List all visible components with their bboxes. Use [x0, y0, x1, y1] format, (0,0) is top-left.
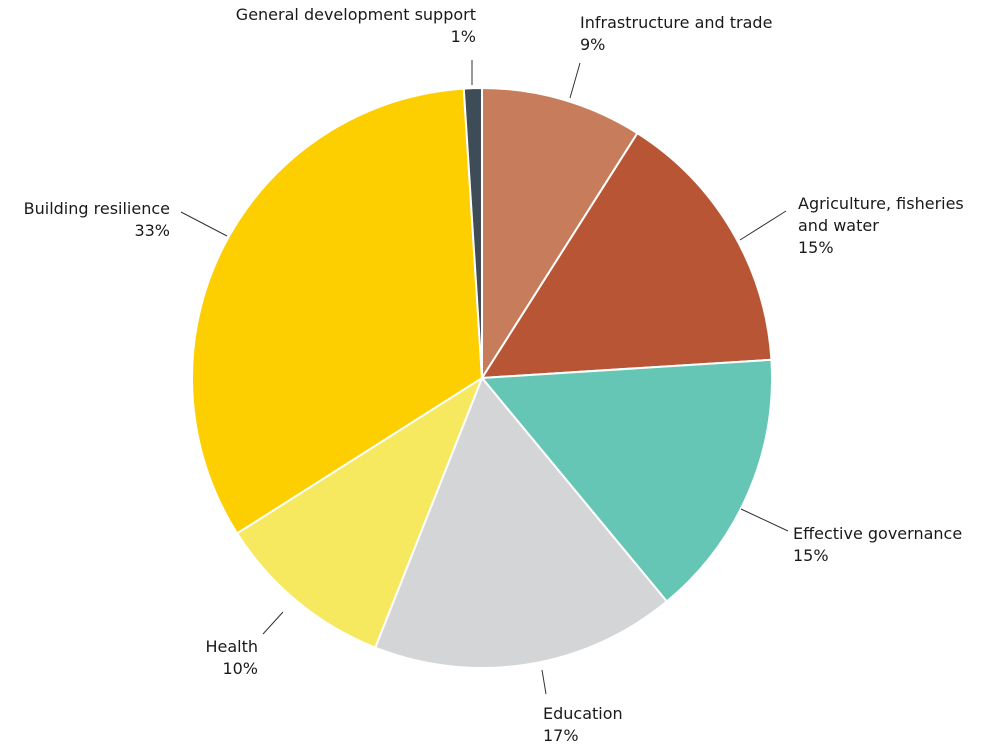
slice-label: Agriculture, fisheries and water 15%: [798, 194, 964, 257]
slice-percent: 10%: [222, 659, 258, 678]
slice-name: Building resilience: [24, 199, 170, 218]
slice-name: Infrastructure and trade: [580, 13, 772, 32]
slice-label: Building resilience 33%: [24, 199, 170, 240]
pie-slice: [481, 86, 639, 382]
leader-line: [541, 669, 547, 695]
pie-slice: [462, 86, 483, 379]
leader-line: [740, 508, 789, 532]
slice-percent: 15%: [798, 238, 834, 257]
slice-name: and water: [798, 216, 879, 235]
slice-label: Infrastructure and trade 9%: [580, 13, 772, 54]
slice-name: Health: [205, 637, 258, 656]
pie-slice: [479, 358, 773, 603]
pie-slice: [480, 131, 773, 380]
slice-percent: 9%: [580, 35, 605, 54]
pie-slices: [191, 86, 773, 669]
slice-label: Health 10%: [205, 637, 258, 678]
slice-label: Education 17%: [543, 704, 623, 745]
slice-label: Effective governance 15%: [793, 524, 962, 565]
leader-line: [739, 210, 787, 241]
slice-percent: 17%: [543, 726, 579, 745]
slice-name: Agriculture, fisheries: [798, 194, 964, 213]
leader-line: [262, 611, 284, 635]
leader-line: [569, 62, 581, 99]
slice-percent: 1%: [451, 27, 476, 46]
pie-slice: [373, 376, 669, 669]
leader-lines: [180, 60, 789, 695]
pie-slice: [191, 87, 484, 535]
slice-labels: Infrastructure and trade 9% Agriculture, f…: [24, 5, 964, 745]
pie-slice: [235, 375, 485, 649]
slice-percent: 33%: [134, 221, 170, 240]
slice-percent: 15%: [793, 546, 829, 565]
slice-name: General development support: [236, 5, 476, 24]
slice-label: General development support 1%: [236, 5, 476, 46]
slice-name: Education: [543, 704, 623, 723]
slice-name: Effective governance: [793, 524, 962, 543]
leader-line: [180, 211, 228, 237]
